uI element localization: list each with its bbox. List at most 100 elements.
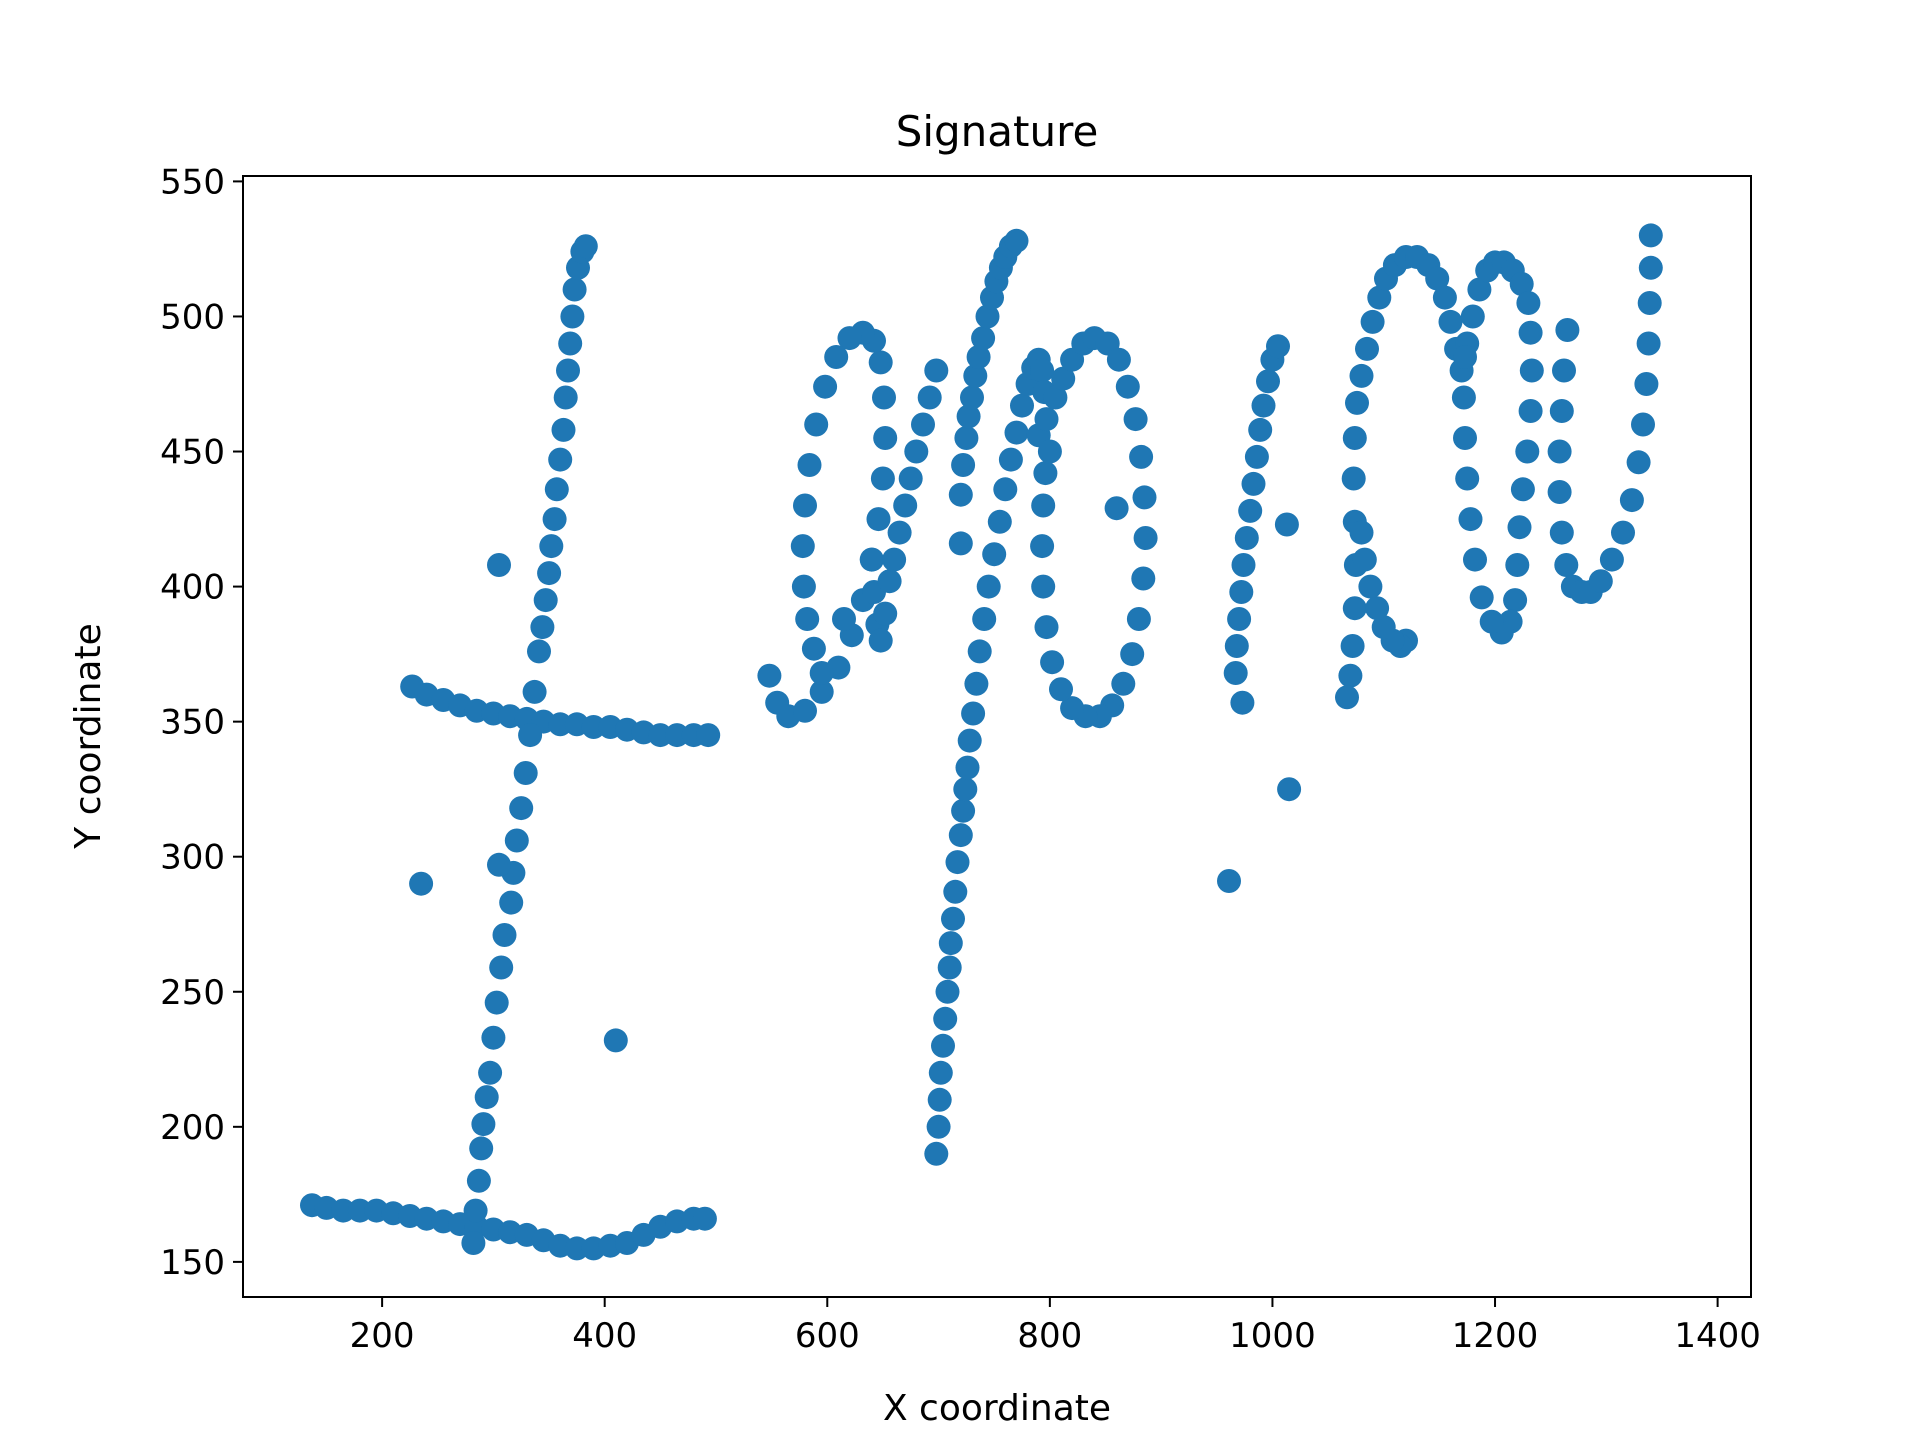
data-point xyxy=(1365,596,1390,621)
data-point xyxy=(967,639,992,664)
y-tick-label: 550 xyxy=(160,162,225,202)
data-point xyxy=(1469,585,1494,610)
data-point xyxy=(471,1112,496,1137)
data-point xyxy=(1030,358,1055,383)
data-point xyxy=(975,304,1000,329)
data-point xyxy=(1111,671,1136,696)
data-point xyxy=(548,447,573,472)
data-point xyxy=(1638,255,1663,280)
data-point xyxy=(474,1085,499,1110)
data-point xyxy=(793,493,817,518)
data-point xyxy=(1518,320,1543,345)
data-point xyxy=(832,607,856,631)
data-point xyxy=(1037,439,1062,464)
data-point xyxy=(872,385,896,410)
data-point xyxy=(509,796,534,821)
data-point xyxy=(1547,480,1572,504)
data-point xyxy=(868,350,893,375)
data-point xyxy=(1634,372,1659,396)
data-point xyxy=(1034,615,1059,640)
data-point xyxy=(957,728,982,753)
data-point xyxy=(1555,318,1580,342)
data-point xyxy=(487,852,511,877)
x-tick-label: 1000 xyxy=(1229,1316,1316,1356)
x-tick-label: 400 xyxy=(572,1316,637,1356)
data-point xyxy=(513,761,538,785)
data-point xyxy=(1010,393,1034,418)
data-point xyxy=(1031,574,1056,599)
data-point xyxy=(938,931,963,956)
data-point xyxy=(1460,304,1485,329)
data-point xyxy=(971,326,996,351)
data-point xyxy=(489,955,514,980)
data-point xyxy=(347,1198,372,1223)
data-point xyxy=(887,520,912,545)
data-point xyxy=(1619,488,1644,513)
data-point xyxy=(1510,477,1535,502)
data-point xyxy=(542,507,567,532)
data-point xyxy=(911,412,935,437)
data-point xyxy=(801,636,826,661)
data-point xyxy=(943,879,968,904)
data-point xyxy=(976,574,1001,599)
data-point xyxy=(951,453,976,477)
data-point xyxy=(951,798,976,823)
data-point xyxy=(487,553,511,577)
data-point xyxy=(1349,520,1374,545)
data-point xyxy=(993,477,1018,502)
data-point xyxy=(469,1136,494,1161)
data-point xyxy=(1234,526,1259,550)
data-point xyxy=(966,345,991,369)
data-point xyxy=(1345,390,1369,415)
data-point xyxy=(331,1198,356,1223)
data-point xyxy=(1131,566,1156,591)
data-point xyxy=(1358,574,1383,599)
data-point xyxy=(1367,285,1392,310)
x-tick-label: 1200 xyxy=(1452,1316,1539,1356)
data-point xyxy=(961,701,986,726)
data-point xyxy=(953,777,978,802)
data-point xyxy=(665,723,689,748)
data-point xyxy=(1637,291,1662,315)
data-point xyxy=(461,1231,486,1255)
data-point xyxy=(1453,426,1477,450)
data-point xyxy=(933,1006,958,1031)
data-point xyxy=(987,509,1012,534)
data-point xyxy=(581,715,606,739)
data-point xyxy=(1588,569,1613,594)
data-point xyxy=(1432,285,1457,310)
data-point xyxy=(1352,547,1377,572)
data-point xyxy=(539,534,564,559)
data-point xyxy=(955,755,980,780)
x-tick-label: 800 xyxy=(1017,1316,1082,1356)
y-tick-label: 450 xyxy=(160,433,225,473)
data-point xyxy=(1129,444,1154,469)
data-point xyxy=(924,1141,949,1166)
data-point xyxy=(484,990,509,1015)
data-point xyxy=(1033,461,1058,486)
y-tick-label: 250 xyxy=(160,973,225,1013)
data-point xyxy=(898,466,923,491)
data-point xyxy=(873,426,898,450)
data-point xyxy=(904,439,929,464)
data-point xyxy=(1256,369,1280,394)
data-point xyxy=(478,1060,503,1085)
data-point xyxy=(1241,471,1266,496)
data-point xyxy=(560,304,585,329)
data-point xyxy=(893,493,918,518)
data-point xyxy=(1518,399,1543,423)
y-tick-label: 350 xyxy=(160,703,225,743)
data-point xyxy=(1031,493,1056,518)
data-point xyxy=(927,1087,952,1112)
data-point xyxy=(1638,223,1663,248)
data-point xyxy=(1223,661,1248,685)
data-point xyxy=(1277,777,1302,802)
data-point xyxy=(1030,534,1055,559)
data-point xyxy=(1455,466,1480,491)
data-point xyxy=(1516,291,1541,315)
y-tick-label: 200 xyxy=(160,1108,225,1148)
data-point xyxy=(558,331,583,356)
data-point xyxy=(1060,696,1085,721)
